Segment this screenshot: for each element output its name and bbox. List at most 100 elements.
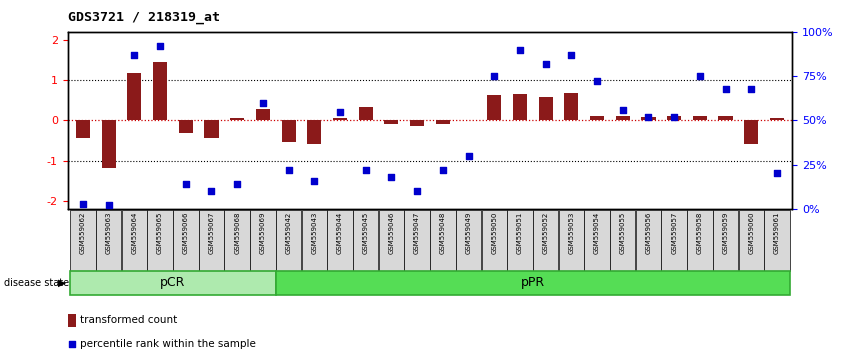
Text: GDS3721 / 218319_at: GDS3721 / 218319_at <box>68 11 220 24</box>
Text: GSM559056: GSM559056 <box>645 212 651 254</box>
Text: GSM559060: GSM559060 <box>748 212 754 255</box>
FancyBboxPatch shape <box>636 210 661 271</box>
Bar <box>539 97 553 120</box>
FancyBboxPatch shape <box>507 210 533 271</box>
Point <box>333 109 347 114</box>
Bar <box>616 116 630 120</box>
Text: pPR: pPR <box>520 276 545 289</box>
Text: GSM559053: GSM559053 <box>568 212 574 254</box>
FancyBboxPatch shape <box>764 210 790 271</box>
Point <box>590 79 604 84</box>
FancyBboxPatch shape <box>687 210 713 271</box>
Text: transformed count: transformed count <box>80 315 178 325</box>
Bar <box>385 120 398 124</box>
Point <box>488 73 501 79</box>
FancyBboxPatch shape <box>456 210 481 271</box>
Point <box>770 171 784 176</box>
Bar <box>76 120 90 138</box>
FancyBboxPatch shape <box>585 210 610 271</box>
Bar <box>590 115 604 120</box>
Text: GSM559043: GSM559043 <box>311 212 317 254</box>
Bar <box>667 115 682 120</box>
Point <box>565 52 578 58</box>
Point <box>307 178 321 183</box>
FancyBboxPatch shape <box>353 210 378 271</box>
Point <box>204 188 218 194</box>
Text: GSM559045: GSM559045 <box>363 212 369 254</box>
Point <box>667 114 681 120</box>
Point <box>462 153 475 159</box>
Bar <box>565 93 578 120</box>
Text: GSM559054: GSM559054 <box>594 212 600 254</box>
Text: GSM559068: GSM559068 <box>234 212 240 255</box>
FancyBboxPatch shape <box>739 210 764 271</box>
Point <box>410 188 424 194</box>
Text: GSM559044: GSM559044 <box>337 212 343 254</box>
FancyBboxPatch shape <box>276 270 790 295</box>
FancyBboxPatch shape <box>301 210 327 271</box>
Text: GSM559062: GSM559062 <box>80 212 86 254</box>
Text: GSM559063: GSM559063 <box>106 212 112 255</box>
Bar <box>488 96 501 120</box>
FancyBboxPatch shape <box>199 210 224 271</box>
Text: GSM559067: GSM559067 <box>209 212 215 255</box>
Point <box>745 86 759 91</box>
FancyBboxPatch shape <box>70 210 96 271</box>
Bar <box>770 118 784 120</box>
Text: pCR: pCR <box>160 276 185 289</box>
Bar <box>204 120 218 138</box>
Point <box>385 174 398 180</box>
Bar <box>642 117 656 120</box>
Point <box>719 86 733 91</box>
Text: GSM559052: GSM559052 <box>543 212 549 254</box>
FancyBboxPatch shape <box>147 210 173 271</box>
FancyBboxPatch shape <box>713 210 739 271</box>
Bar <box>513 94 527 120</box>
Bar <box>230 118 244 120</box>
Point <box>281 167 295 173</box>
Bar <box>436 120 450 124</box>
FancyBboxPatch shape <box>481 210 507 271</box>
FancyBboxPatch shape <box>224 210 250 271</box>
Text: GSM559066: GSM559066 <box>183 212 189 255</box>
Text: GSM559042: GSM559042 <box>286 212 292 254</box>
Text: GSM559059: GSM559059 <box>722 212 728 254</box>
Bar <box>255 109 270 120</box>
Point <box>436 167 449 173</box>
Bar <box>410 120 424 126</box>
Bar <box>307 120 321 144</box>
FancyBboxPatch shape <box>610 210 636 271</box>
FancyBboxPatch shape <box>430 210 456 271</box>
Point <box>256 100 270 105</box>
Point <box>616 107 630 113</box>
Point <box>101 202 115 208</box>
FancyBboxPatch shape <box>559 210 584 271</box>
Bar <box>359 108 372 120</box>
FancyBboxPatch shape <box>173 210 198 271</box>
Bar <box>281 120 295 143</box>
Text: GSM559057: GSM559057 <box>671 212 677 254</box>
Bar <box>693 116 707 120</box>
Text: GSM559049: GSM559049 <box>466 212 471 254</box>
Point <box>76 201 90 206</box>
Bar <box>719 115 733 120</box>
FancyBboxPatch shape <box>96 210 121 271</box>
Point <box>230 181 244 187</box>
Point <box>693 73 707 79</box>
FancyBboxPatch shape <box>404 210 430 271</box>
Text: GSM559065: GSM559065 <box>157 212 163 254</box>
FancyBboxPatch shape <box>70 270 275 295</box>
FancyBboxPatch shape <box>121 210 147 271</box>
Bar <box>333 118 347 120</box>
Text: GSM559047: GSM559047 <box>414 212 420 254</box>
Bar <box>178 120 193 133</box>
Point <box>153 43 167 49</box>
FancyBboxPatch shape <box>276 210 301 271</box>
Text: GSM559064: GSM559064 <box>132 212 138 254</box>
Text: disease state: disease state <box>4 278 69 288</box>
Text: GSM559051: GSM559051 <box>517 212 523 254</box>
FancyBboxPatch shape <box>327 210 352 271</box>
Text: GSM559048: GSM559048 <box>440 212 446 254</box>
Point <box>359 167 372 173</box>
Bar <box>101 120 116 168</box>
